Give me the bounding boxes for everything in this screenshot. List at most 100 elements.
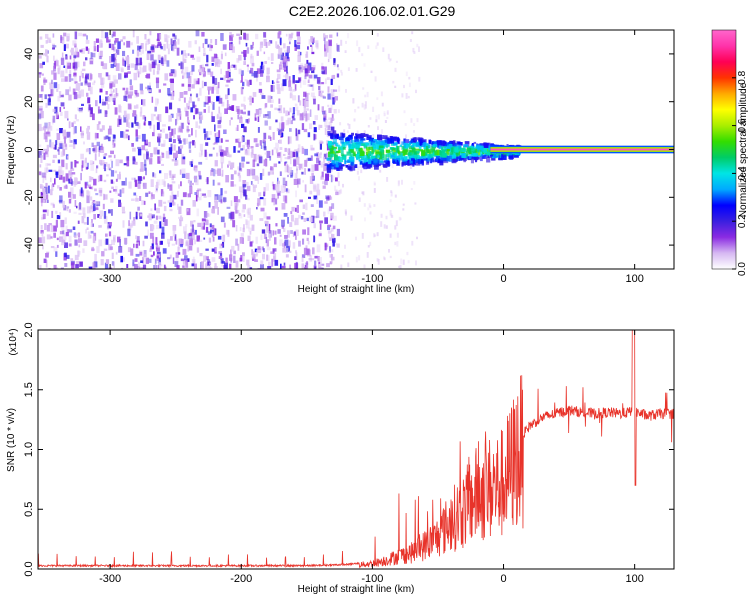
spectrogram-cell <box>167 238 171 244</box>
spectrogram-cell <box>389 199 392 203</box>
spectrogram-cell <box>405 93 408 99</box>
spectrogram-cell <box>160 189 163 193</box>
spectrogram-cell <box>135 197 139 202</box>
spectrogram-cell <box>331 134 336 140</box>
spectrogram-cell <box>280 156 283 162</box>
spectrogram-cell <box>321 62 324 68</box>
spectrogram-cell <box>149 124 152 129</box>
spectrogram-cell <box>139 251 143 256</box>
spectrogram-cell <box>448 144 453 149</box>
spectrogram-cell <box>308 258 312 261</box>
spectrogram-cell <box>55 112 59 116</box>
spectrogram-cell <box>313 98 316 105</box>
spectrogram-cell <box>311 164 315 172</box>
spectrogram-cell <box>219 267 221 269</box>
spectrogram-cell <box>50 236 53 239</box>
spectrogram-cell <box>369 117 372 120</box>
spectrogram-cell <box>277 32 281 39</box>
spectrogram-cell <box>227 88 230 96</box>
spectrogram-cell <box>252 92 257 97</box>
spectrogram-cell <box>238 40 241 45</box>
spectrogram-cell <box>411 158 416 161</box>
spectrogram-cell <box>54 144 57 150</box>
spectrogram-cell <box>137 146 141 149</box>
spectrogram-cell <box>199 116 202 124</box>
spectrogram-cell <box>263 248 265 253</box>
colorbar-tick-label: 0.4 <box>737 166 748 180</box>
spectrogram-cell <box>256 163 260 167</box>
spectrogram-cell <box>270 53 274 61</box>
spectrogram-cell <box>276 181 279 187</box>
spectrogram-cell <box>55 210 58 214</box>
spectrogram-cell <box>335 161 339 168</box>
spectrogram-cell <box>145 139 148 144</box>
spectrogram-cell <box>275 223 278 227</box>
spectrogram-cell <box>324 51 328 57</box>
spectrogram-cell <box>309 190 313 195</box>
spectrogram-cell <box>284 147 287 152</box>
spectrogram-cell <box>303 105 306 114</box>
spectrogram-cell <box>50 189 53 196</box>
spectrogram-cell <box>463 144 469 147</box>
spectrogram-cell <box>294 84 297 91</box>
spectrogram-cell <box>118 199 121 207</box>
spectrogram-cell <box>97 175 100 183</box>
spectrogram-cell <box>405 71 408 77</box>
spectrogram-cell <box>53 247 58 252</box>
spectrogram-cell <box>154 107 157 112</box>
spectrogram-cell <box>182 53 185 60</box>
spectrogram-cell <box>287 217 289 224</box>
spectrogram-cell <box>318 261 322 269</box>
spectrogram-cell <box>68 198 72 204</box>
spectrogram-cell <box>319 223 322 230</box>
spectrogram-cell <box>210 39 213 44</box>
spectrogram-cell <box>284 165 287 173</box>
spectrogram-cell <box>255 143 259 147</box>
spectrogram-cell <box>381 129 383 134</box>
spectrogram-cell <box>425 145 429 149</box>
spectrogram-cell <box>488 155 493 158</box>
spectrogram-cell <box>345 164 348 168</box>
spectrogram-cell <box>184 107 188 112</box>
spectrogram-cell <box>249 231 252 235</box>
spectrogram-cell <box>111 261 114 266</box>
spectrogram-cell <box>161 179 166 185</box>
colorbar-label: Normalized spectral amplitude <box>738 82 749 217</box>
spectrogram-cell <box>81 68 86 72</box>
spectrogram-cell <box>283 107 286 114</box>
spectrogram-cell <box>150 46 155 50</box>
spectrogram-cell <box>199 72 202 76</box>
spectrogram-cell <box>373 234 376 237</box>
spectrogram-cell <box>57 185 60 189</box>
spectrogram-cell <box>361 233 364 239</box>
spectrogram-cell <box>181 153 185 156</box>
spectrogram-cell <box>351 140 356 143</box>
spectrogram-cell <box>107 74 111 81</box>
spectrogram-cell <box>288 33 293 39</box>
spectrogram-cell <box>290 172 293 178</box>
spectrogram-cell <box>248 118 250 123</box>
spectrogram-cell <box>96 165 99 169</box>
spectrogram-cell <box>276 44 279 49</box>
spectrogram-cell <box>94 153 97 161</box>
spectrogram-cell <box>87 231 91 239</box>
spectrogram-cell <box>173 130 175 138</box>
spectrogram-cell <box>113 154 116 159</box>
spectrogram-cell <box>336 45 339 51</box>
spectrogram-cell <box>167 183 170 189</box>
spectrogram-cell <box>172 139 176 144</box>
spectrogram-cell <box>107 225 112 229</box>
spectrogram-cell <box>157 44 159 48</box>
spectrogram-cell <box>66 33 70 40</box>
spectrogram-cell <box>292 75 295 83</box>
spectrogram-cell <box>228 71 231 78</box>
spectrogram-cell <box>77 107 79 111</box>
spectrogram-cell <box>112 75 117 83</box>
spectrogram-cell <box>60 35 63 44</box>
spectrogram-cell <box>130 248 134 256</box>
spectrogram-cell <box>282 79 287 87</box>
spectrogram-cell <box>163 140 166 147</box>
spectrogram-cell <box>156 181 159 189</box>
spectrogram-cell <box>330 212 334 219</box>
spectrogram-cell <box>396 232 399 238</box>
